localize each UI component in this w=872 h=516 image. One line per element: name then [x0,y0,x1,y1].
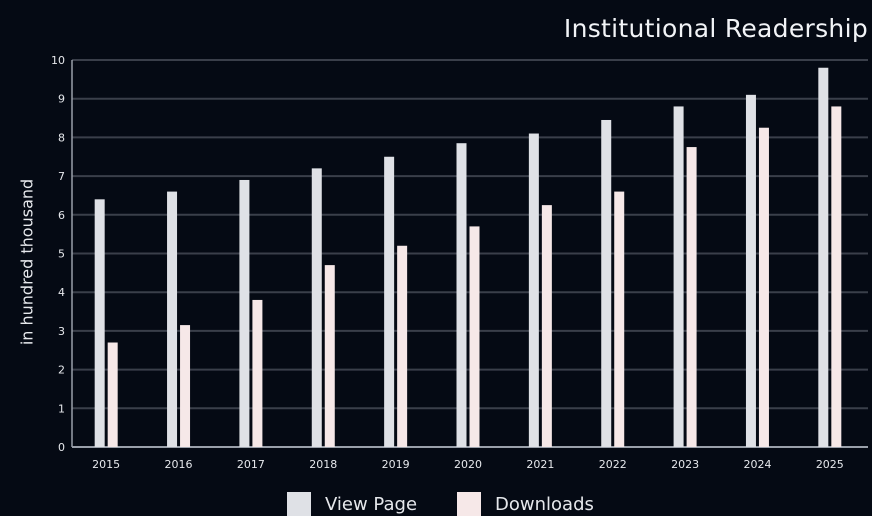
x-tick-label-2020: 2020 [454,458,482,471]
legend-swatch-downloads [457,492,482,516]
bar-downloads-2023[interactable] [686,147,697,447]
bar-downloads-2024[interactable] [758,127,769,447]
bar-view-page-2017[interactable] [239,179,250,447]
x-tick-label-2021: 2021 [526,458,554,471]
legend-label-downloads: Downloads [495,493,594,515]
x-tick-label-2022: 2022 [599,458,627,471]
y-tick-labels: 0 1 2 3 4 5 6 7 8 9 10 [51,54,65,454]
y-tick-label-2: 2 [58,364,65,377]
legend-item-view-page[interactable]: View Page [287,492,417,516]
x-tick-label-2015: 2015 [92,458,120,471]
bar-view-page-2015[interactable] [94,199,105,447]
bar-downloads-2015[interactable] [107,342,118,447]
x-tick-labels: 2015 2016 2017 2018 2019 2020 2021 2022 2023 2024… [92,458,844,471]
bar-downloads-2019[interactable] [397,245,408,447]
bar-downloads-2021[interactable] [541,205,552,447]
bar-view-page-2020[interactable] [456,143,467,447]
bar-downloads-2016[interactable] [180,325,191,447]
y-tick-label-1: 1 [58,402,65,415]
x-tick-label-2023: 2023 [671,458,699,471]
bar-downloads-2020[interactable] [469,226,480,447]
y-tick-label-10: 10 [51,54,65,67]
x-tick-label-2019: 2019 [382,458,410,471]
bar-view-page-2024[interactable] [745,94,756,447]
bar-downloads-2025[interactable] [831,106,842,447]
legend-swatch-view-page [287,492,311,516]
bar-view-page-2016[interactable] [167,191,178,447]
y-tick-label-4: 4 [58,286,65,299]
bar-downloads-2018[interactable] [324,265,335,447]
bar-view-page-2025[interactable] [818,67,829,448]
bar-view-page-2023[interactable] [673,106,684,447]
legend-item-downloads[interactable]: Downloads [457,492,594,516]
legend-label-view-page: View Page [325,493,418,515]
x-tick-label-2018: 2018 [309,458,337,471]
bar-downloads-2017[interactable] [252,299,263,447]
y-tick-label-9: 9 [58,93,65,106]
y-tick-label-8: 8 [58,131,65,144]
x-tick-label-2024: 2024 [743,458,771,471]
bar-view-page-2018[interactable] [311,168,322,448]
bar-view-page-2019[interactable] [384,156,395,447]
bar-chart: 0 1 2 3 4 5 6 7 8 9 10 2015 2016 2017 2018 2019 2020 202… [51,54,868,471]
y-tick-label-7: 7 [58,170,65,183]
bar-view-page-2022[interactable] [601,119,612,448]
x-tick-label-2016: 2016 [165,458,193,471]
legend: View Page Downloads [287,492,594,516]
chart-title: Institutional Readership [563,14,868,43]
y-tick-label-5: 5 [58,248,65,261]
bars [94,67,842,448]
x-tick-label-2017: 2017 [237,458,265,471]
bar-downloads-2022[interactable] [614,191,625,447]
y-tick-label-3: 3 [58,325,65,338]
bar-view-page-2021[interactable] [528,133,539,447]
x-tick-label-2025: 2025 [816,458,844,471]
y-tick-label-6: 6 [58,209,65,222]
y-tick-label-0: 0 [58,441,65,454]
